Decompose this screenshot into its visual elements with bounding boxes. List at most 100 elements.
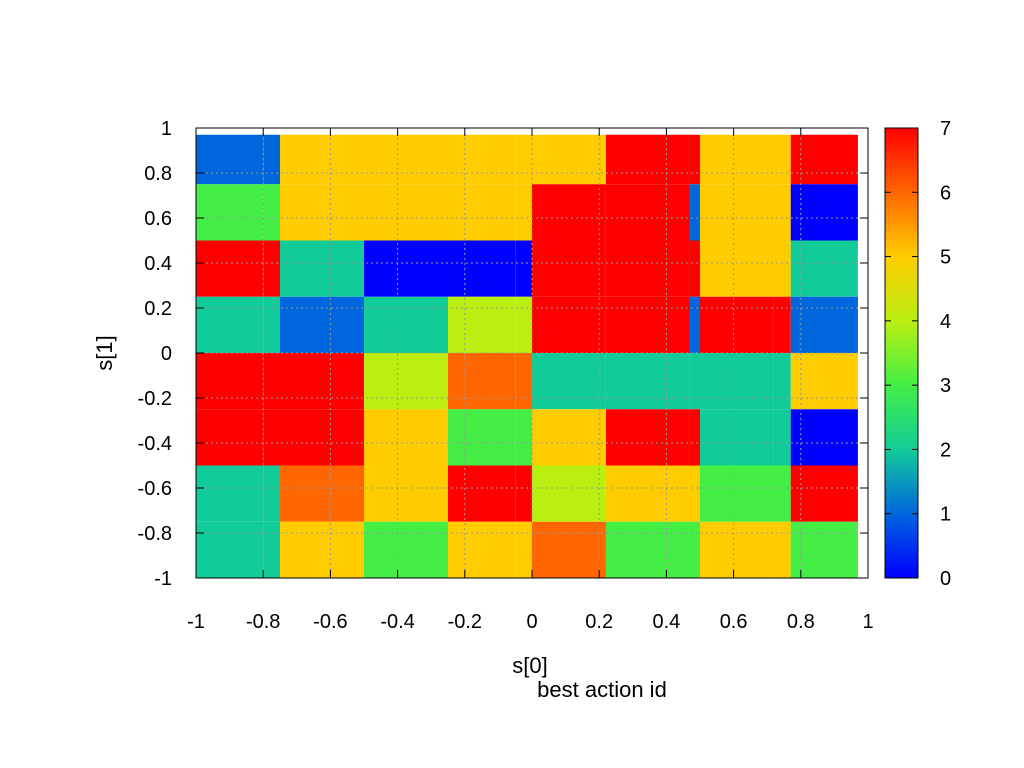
heatmap-cell <box>700 353 774 410</box>
heatmap-cell <box>364 353 448 410</box>
heatmap-cell <box>196 184 264 241</box>
chart-title: best action id <box>537 677 667 702</box>
heatmap-cell <box>280 353 364 410</box>
heatmap-cell <box>263 521 280 578</box>
heatmap-cell <box>532 296 606 353</box>
y-tick-label: 0.2 <box>144 298 172 320</box>
heatmap-cell <box>515 184 532 241</box>
heatmap-cell <box>700 521 774 578</box>
heatmap-cell <box>773 184 791 241</box>
heatmap-cell <box>605 521 690 578</box>
colorbar-ticks: 0 1 2 3 4 5 6 7 <box>885 118 951 590</box>
heatmap-cell <box>364 296 448 353</box>
x-tick-label: -1 <box>187 611 205 633</box>
heatmap-cell <box>448 465 516 522</box>
y-tick-label: 1 <box>161 118 172 140</box>
x-tick-label: 0 <box>526 611 537 633</box>
heatmap-cell <box>605 240 690 297</box>
heatmap-cell <box>364 465 448 522</box>
heatmap-cell <box>515 465 532 522</box>
heatmap-cell <box>790 353 858 410</box>
heatmap-cell <box>689 184 700 241</box>
heatmap-cell <box>790 465 858 522</box>
heatmap-cell <box>263 296 280 353</box>
colorbar-tick-label: 0 <box>940 568 951 590</box>
heatmap-cell <box>689 134 700 185</box>
heatmap-cell <box>700 240 774 297</box>
heatmap-cell <box>196 521 264 578</box>
x-tick-label: 0.8 <box>787 611 815 633</box>
colorbar-tick-label: 4 <box>940 311 951 333</box>
y-axis-label: s[1] <box>92 335 117 370</box>
heatmap-cell <box>773 521 791 578</box>
colorbar-tick-label: 6 <box>940 182 951 204</box>
heatmap-cell <box>773 240 791 297</box>
heatmap-cell <box>532 409 606 466</box>
heatmap-cell <box>689 465 700 522</box>
heatmap-cell <box>448 409 516 466</box>
heatmap-cell <box>280 184 364 241</box>
y-tick-label: 0.6 <box>144 208 172 230</box>
heatmap-cell <box>700 296 774 353</box>
heatmap-cell <box>773 409 791 466</box>
heatmap-cell <box>605 184 690 241</box>
heatmap-cell <box>364 409 448 466</box>
y-tick-label: -0.8 <box>138 523 172 545</box>
heatmap-cell <box>280 521 364 578</box>
colorbar <box>884 127 919 579</box>
heatmap-cell <box>263 465 280 522</box>
colorbar-tick-label: 7 <box>940 118 951 140</box>
heatmap-cell <box>532 240 606 297</box>
heatmap-cell <box>280 409 364 466</box>
x-axis-label: s[0] <box>512 653 547 678</box>
heatmap-cell <box>364 240 448 297</box>
x-tick-label: -0.8 <box>246 611 280 633</box>
y-tick-label: -1 <box>154 568 172 590</box>
heatmap-cells <box>196 134 858 578</box>
heatmap-cell <box>532 184 606 241</box>
heatmap-cell <box>689 353 700 410</box>
heatmap-cell <box>196 465 264 522</box>
heatmap-cell <box>448 184 516 241</box>
grid-lines <box>196 128 868 578</box>
x-tick-label: -0.2 <box>448 611 482 633</box>
heatmap-cell <box>790 184 858 241</box>
heatmap-cell <box>196 296 264 353</box>
heatmap-cell <box>700 465 774 522</box>
heatmap-cell <box>515 353 532 410</box>
y-tick-label: 0.4 <box>144 253 172 275</box>
heatmap-cell <box>196 240 264 297</box>
heatmap-cell <box>196 353 264 410</box>
heatmap-cell <box>196 134 264 185</box>
y-axis-ticks: 1 0.8 0.6 0.4 0.2 0 -0.2 -0.4 -0.6 -0.8 -1 <box>138 118 868 590</box>
x-tick-label: -0.4 <box>380 611 414 633</box>
x-tick-label: 1 <box>862 611 873 633</box>
heatmap-cell <box>515 521 532 578</box>
heatmap-cell <box>689 521 700 578</box>
colorbar-tick-label: 2 <box>940 439 951 461</box>
heatmap-cell <box>790 296 858 353</box>
heatmap-cell <box>790 409 858 466</box>
heatmap-cell <box>263 240 280 297</box>
heatmap-cell <box>515 296 532 353</box>
x-tick-label: -0.6 <box>313 611 347 633</box>
heatmap-cell <box>773 465 791 522</box>
heatmap-cell <box>700 184 774 241</box>
heatmap-cell <box>605 296 690 353</box>
heatmap-cell <box>364 521 448 578</box>
heatmap-cell <box>364 184 448 241</box>
heatmap-cell <box>263 409 280 466</box>
heatmap-cell <box>689 409 700 466</box>
heatmap-cell <box>689 240 700 297</box>
heatmap-cell <box>448 134 516 185</box>
x-axis-ticks: -1 -0.8 -0.6 -0.4 -0.2 0 0.2 0.4 0.6 0.8 1 <box>187 128 874 633</box>
heatmap-cell <box>263 353 280 410</box>
heatmap-cell <box>689 296 700 353</box>
heatmap-cell <box>448 240 516 297</box>
colorbar-tick-label: 5 <box>940 247 951 269</box>
heatmap-cell <box>280 134 364 185</box>
y-tick-label: -0.2 <box>138 388 172 410</box>
heatmap-cell <box>280 296 364 353</box>
heatmap-cell <box>532 465 606 522</box>
heatmap-cell <box>532 521 606 578</box>
